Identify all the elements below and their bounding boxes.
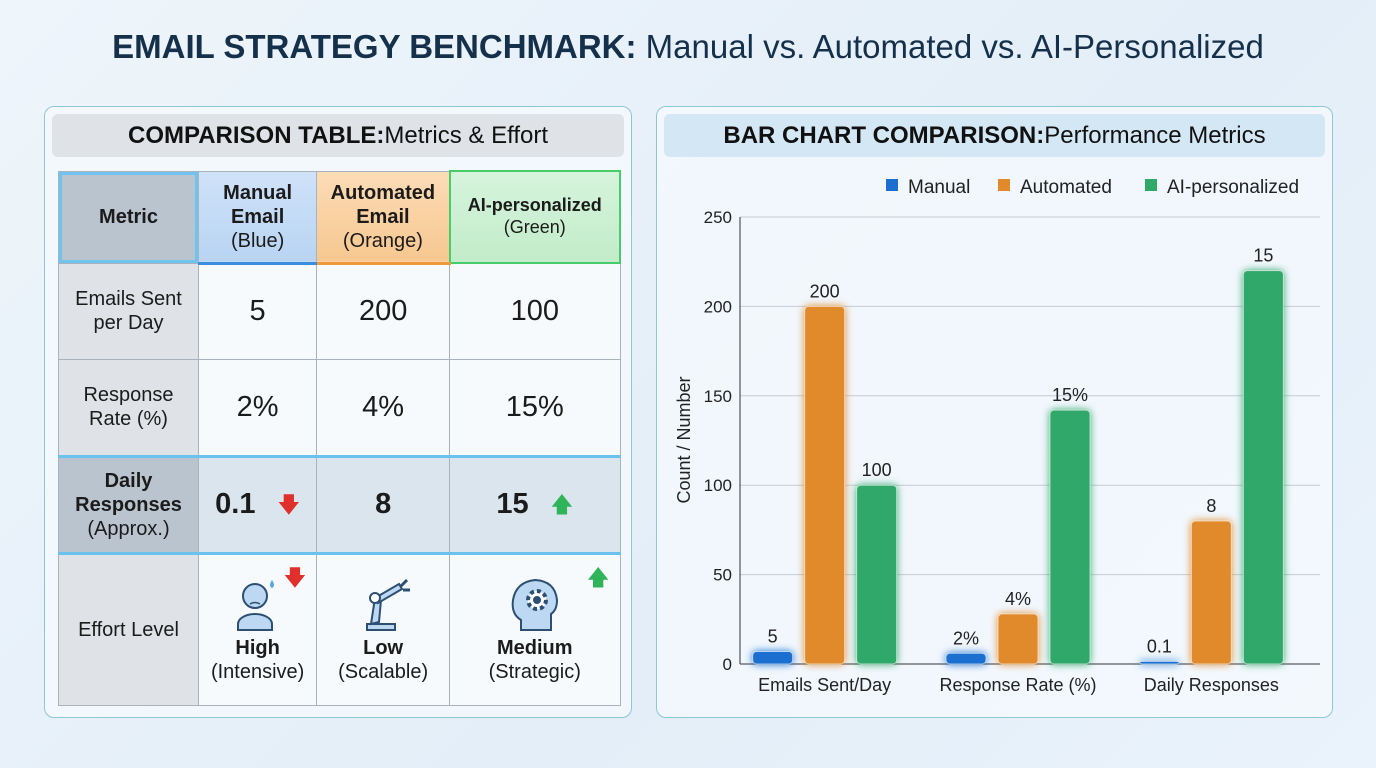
col-header-manual: Manual Email (Blue) [197,170,318,265]
cell: 15 🡅 [449,454,621,555]
bar-automated [804,305,846,665]
head-gear-icon [511,578,558,631]
arrow-up-icon: 🡅 [586,564,610,590]
legend-swatch [886,179,898,191]
y-axis-label: Count / Number [674,376,694,503]
data-label: 5 [768,626,778,646]
arrow-down-icon: 🡇 [277,492,301,518]
legend-swatch [1145,179,1157,191]
cell: 0.1 🡇 [197,454,318,555]
page-title: EMAIL STRATEGY BENCHMARK: Manual vs. Aut… [0,28,1376,66]
data-label: 200 [810,281,840,301]
row-label: Emails Sent per Day [58,262,199,360]
x-tick-label: Daily Responses [1144,675,1279,695]
row-label: Daily Responses (Approx.) [58,454,199,555]
title-bold: EMAIL STRATEGY BENCHMARK: [112,28,637,65]
comparison-table: Metric Manual Email (Blue) Automated Email(… [58,170,622,706]
cell: 8 [316,454,451,555]
chart-header-rest: Performance Metrics [1044,121,1266,149]
table-row: Emails Sent per Day 5 200 100 [58,262,621,360]
robot-arm-icon [366,578,411,631]
title-rest: Manual vs. Automated vs. AI-Personalized [636,28,1264,65]
data-label: 4% [1005,589,1031,609]
table-header-rest: Metrics & Effort [384,121,549,149]
table-row-highlighted: Daily Responses (Approx.) 0.1 🡇 8 15 🡅 [58,454,621,555]
table-panel-header: COMPARISON TABLE: Metrics & Effort [52,114,624,157]
bar-automated [1190,520,1232,665]
y-tick-label: 150 [704,387,732,406]
cell: 100 [449,262,621,360]
y-tick-label: 50 [713,566,732,585]
cell: 5 [197,262,318,360]
table-header-bold: COMPARISON TABLE: [127,121,385,149]
data-label: 2% [953,628,979,648]
y-tick-label: 100 [704,476,732,495]
legend-swatch [998,179,1010,191]
bar-manual [752,650,794,665]
cell: 200 [316,262,451,360]
stressed-person-icon [236,579,274,631]
bar-automated [997,613,1039,665]
y-tick-label: 250 [704,208,732,227]
cell: 15% [449,358,621,457]
data-label: 0.1 [1147,636,1172,656]
bar-ai-personalized [1049,409,1091,665]
cell: 🡇 High (Intensive) [197,552,318,706]
comparison-table-panel: COMPARISON TABLE: Metrics & Effort Metri… [44,106,632,718]
data-label: 15 [1253,246,1273,266]
table-row: Response Rate (%) 2% 4% 15% [58,358,621,457]
legend-label: Manual [908,177,970,198]
cell: Low (Scalable) [316,552,451,706]
table-row: Effort Level 🡇 High (Intensive) Low (Scala… [58,552,621,706]
col-header-ai: AI-personalized (Green) [448,170,622,264]
cell: 4% [316,358,451,457]
x-tick-label: Response Rate (%) [939,675,1096,695]
chart-panel-header: BAR CHART COMPARISON: Performance Metric… [664,114,1325,157]
data-label: 15% [1052,385,1088,405]
y-tick-label: 200 [704,297,732,316]
row-label: Effort Level [58,552,199,706]
bar-ai-personalized [856,484,898,665]
table-header-row: Metric Manual Email (Blue) Automated Email(… [58,170,622,265]
col-header-automated: Automated Email (Orange) [316,170,451,265]
y-tick-label: 0 [723,655,732,674]
legend-label: Automated [1020,177,1112,198]
cell: 2% [197,358,318,457]
arrow-down-icon: 🡇 [283,564,307,590]
cell: 🡅 Medium (Strategic) [449,552,621,706]
data-label: 8 [1206,496,1216,516]
row-label: Response Rate (%) [58,358,199,457]
bar-manual [1138,660,1180,665]
chart-header-bold: BAR CHART COMPARISON: [723,121,1045,149]
arrow-up-icon: 🡅 [550,492,574,518]
bar-manual [945,652,987,665]
legend-label: AI-personalized [1167,177,1299,198]
data-label: 100 [862,460,892,480]
x-tick-label: Emails Sent/Day [758,675,891,695]
bar-ai-personalized [1242,270,1284,665]
